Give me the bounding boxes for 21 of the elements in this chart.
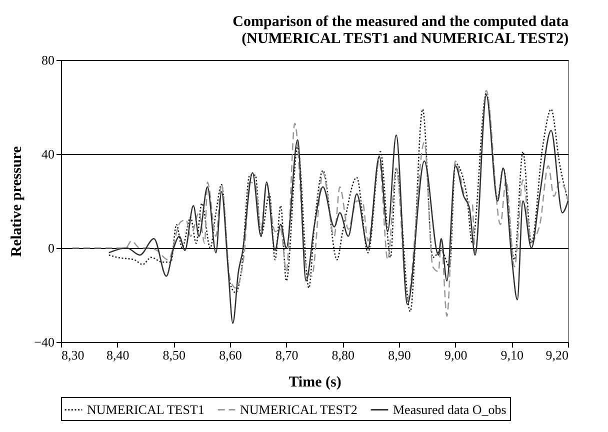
text: Comparison of the measured and the computed data <box>232 14 569 30</box>
y-axis-title: Relative pressure <box>9 146 26 257</box>
x-tick-label: 8,60 <box>219 348 242 362</box>
y-tick-label: 80 <box>42 52 54 68</box>
legend-label: NUMERICAL TEST1 <box>87 402 204 417</box>
x-tick-label: 8,50 <box>162 348 186 362</box>
x-tick-label: 9,10 <box>500 348 524 362</box>
legend-label: NUMERICAL TEST2 <box>240 402 358 417</box>
x-tick-label: 8,40 <box>106 348 130 362</box>
x-tick-label: 9,00 <box>444 348 468 362</box>
x-tick-label: 8,30 <box>62 348 84 362</box>
x-tick-label: 8,80 <box>332 348 355 362</box>
x-axis-title: Time (s) <box>288 374 342 390</box>
x-tick-label: 8,90 <box>388 348 411 362</box>
x-tick-label: 8,70 <box>275 348 298 362</box>
y-tick-label: 0 <box>48 240 54 256</box>
x-tick-label: 9,20 <box>546 348 568 362</box>
y-tick-label: −40 <box>34 334 54 350</box>
y-tick-label: 40 <box>42 146 54 162</box>
legend-label: Measured data O_obs <box>393 402 506 417</box>
text: (NUMERICAL TEST1 and NUMERICAL TEST2) <box>242 31 569 47</box>
